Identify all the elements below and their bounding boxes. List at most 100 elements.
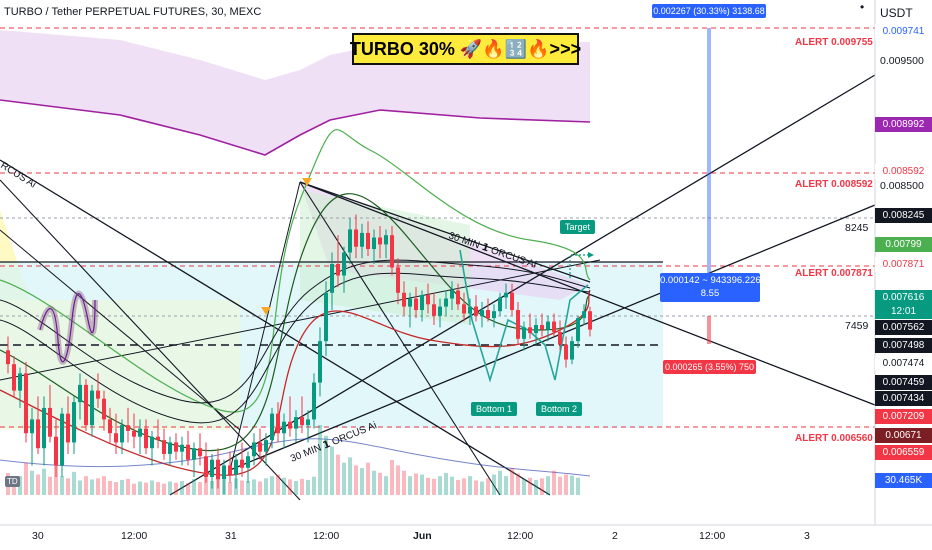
trendline-resistance: [299, 181, 876, 406]
volume-bar: [114, 482, 118, 495]
candle-body: [516, 310, 520, 339]
candle-body: [492, 311, 496, 319]
volume-bar: [264, 478, 268, 495]
candle: [216, 448, 220, 489]
bottom-1-tag: Bottom 1: [471, 402, 518, 416]
candle: [222, 459, 226, 495]
candle-body: [504, 292, 508, 298]
candle-body: [372, 237, 376, 250]
volume-bar: [186, 483, 190, 495]
candle: [108, 407, 112, 443]
candle-body: [510, 292, 514, 311]
volume-bar: [150, 480, 154, 495]
candle-body: [420, 295, 424, 311]
volume-bar: [180, 481, 184, 495]
volume-bar: [78, 480, 82, 495]
volume-bar: [432, 478, 436, 495]
candle: [498, 292, 502, 316]
symbol-title[interactable]: TURBO / Tether PERPETUAL FUTURES, 30, ME…: [4, 6, 262, 18]
price-label-15: 0.006559: [875, 445, 932, 460]
candle: [576, 315, 580, 349]
time-tick-7: 12:00: [699, 530, 726, 542]
volume-bar: [528, 477, 532, 495]
volume-bar: [348, 457, 352, 495]
candle: [198, 433, 202, 466]
price-label-9: 0.007498: [875, 338, 932, 353]
candle: [282, 413, 286, 449]
price-label-14: 0.00671: [875, 428, 932, 443]
candle-body: [162, 440, 166, 454]
price-label-5: 0.007871: [875, 257, 932, 272]
volume-bar: [108, 481, 112, 495]
candle-body: [450, 290, 454, 299]
volume-bar: [396, 465, 400, 495]
candle-body: [60, 413, 64, 466]
candle-body: [30, 419, 34, 434]
candle-body: [354, 229, 358, 247]
candle-body: [144, 428, 148, 449]
bottom-2-tag: Bottom 2: [536, 402, 583, 416]
candle-body: [240, 459, 244, 468]
volume-bar: [576, 477, 580, 495]
volume-bar: [492, 474, 496, 495]
volume-bar: [30, 470, 34, 495]
volume-bar: [456, 479, 460, 495]
candle: [126, 407, 130, 443]
volume-bar: [48, 476, 52, 495]
candle: [312, 373, 316, 429]
candle: [468, 298, 472, 326]
candle: [438, 298, 442, 328]
price-label-13: 0.007209: [875, 409, 932, 424]
candle: [12, 356, 16, 397]
candle: [72, 396, 76, 454]
volume-bar: [324, 435, 328, 495]
volume-bar: [156, 482, 160, 495]
volume-bar: [366, 462, 370, 495]
candle: [90, 384, 94, 437]
candle: [234, 453, 238, 489]
candle: [390, 226, 394, 276]
candle-body: [474, 306, 478, 316]
candle: [474, 295, 478, 322]
volume-bar: [126, 478, 130, 495]
volume-bar: [336, 454, 340, 495]
candle: [150, 430, 154, 466]
candle-body: [168, 442, 172, 454]
candle: [204, 442, 208, 483]
target-tag: Target: [560, 220, 596, 234]
candle: [192, 442, 196, 477]
candle: [516, 301, 520, 345]
currency-label[interactable]: USDT: [880, 6, 913, 20]
candle-body: [258, 442, 262, 452]
price-tick-8500: 0.008500: [880, 180, 924, 192]
candle-body: [486, 310, 490, 319]
candle: [318, 327, 322, 397]
candle: [54, 419, 58, 477]
volume-bar: [168, 481, 172, 495]
candle-body: [252, 442, 256, 457]
candle-body: [342, 252, 346, 276]
candle: [42, 396, 46, 466]
candle: [270, 407, 274, 449]
volume-bar: [228, 482, 232, 495]
candle-body: [78, 384, 82, 403]
volume-bar: [564, 474, 568, 495]
candle: [36, 396, 40, 454]
volume-bar: [132, 483, 136, 495]
candle: [342, 246, 346, 293]
candle: [18, 367, 22, 408]
purple-cloud-line: [0, 99, 591, 156]
more-menu-icon[interactable]: •: [860, 0, 865, 14]
candle-body: [204, 456, 208, 477]
candle-body: [228, 465, 232, 475]
volume-bar: [84, 476, 88, 495]
volume-bar: [552, 470, 556, 495]
candle: [228, 451, 232, 483]
candle-body: [36, 419, 40, 449]
price-label-10: 0.007474: [875, 356, 932, 371]
price-label-12: 0.007434: [875, 391, 932, 406]
measure-mid-line-1: 0.000142 ~ 943396.226: [660, 275, 761, 286]
trendline-upper: [299, 181, 591, 283]
volume-bar: [360, 468, 364, 495]
